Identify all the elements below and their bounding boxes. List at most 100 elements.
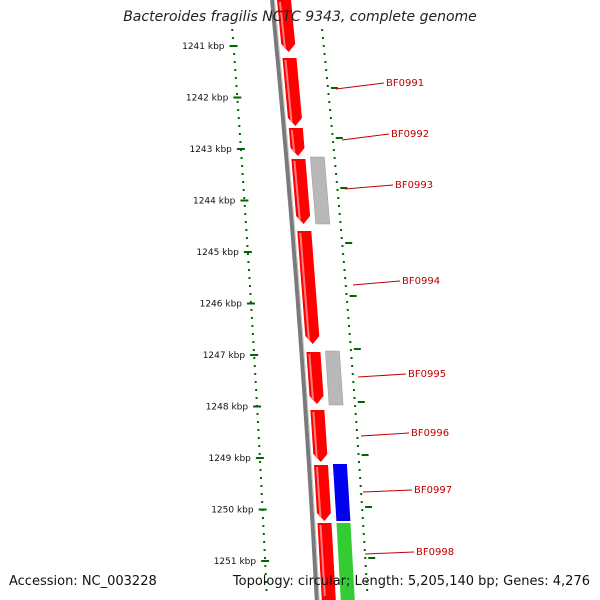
kbp-tick xyxy=(233,96,242,99)
ring-dot xyxy=(239,141,242,143)
gene-label[interactable]: BF0993 xyxy=(395,180,433,191)
ring-dot xyxy=(247,269,250,271)
ring-dot xyxy=(329,117,332,119)
kbp-tick xyxy=(250,354,259,356)
ring-dot xyxy=(247,261,250,263)
ring-dot xyxy=(259,469,262,471)
ring-dot xyxy=(261,501,264,503)
gene-label[interactable]: BF0997 xyxy=(414,485,452,496)
kbp-tick xyxy=(258,508,267,511)
ring-dot xyxy=(359,477,362,479)
ring-dot xyxy=(240,157,243,159)
ring-dot xyxy=(346,301,349,303)
ring-dot xyxy=(359,485,362,487)
kbp-tick-label: 1246 kbp xyxy=(200,300,243,310)
outer-dotted-ring xyxy=(321,29,376,591)
ring-dot xyxy=(332,141,335,143)
kbp-tick-label: 1250 kbp xyxy=(211,506,254,516)
gene-shading xyxy=(279,1,286,49)
gene-label[interactable]: BF0998 xyxy=(416,547,454,558)
ring-dot xyxy=(360,501,363,503)
kbp-tick xyxy=(243,251,252,253)
ring-dot xyxy=(252,349,255,351)
kbp-tick xyxy=(253,405,262,408)
gene-leader-line xyxy=(357,373,407,378)
ring-dot xyxy=(233,53,236,55)
ring-dot xyxy=(345,293,348,295)
ring-dot xyxy=(342,253,345,255)
ring-dot xyxy=(243,197,246,199)
ring-dot xyxy=(262,525,265,527)
gene-shading xyxy=(284,59,293,123)
ring-dot xyxy=(236,101,239,103)
ring-dot xyxy=(358,469,361,471)
outer-tick xyxy=(345,242,353,244)
gene-label[interactable]: BF0992 xyxy=(391,129,429,140)
gene-label[interactable]: BF0995 xyxy=(408,369,446,380)
gene-shading xyxy=(299,232,310,341)
ring-dot xyxy=(231,37,234,39)
ring-dot xyxy=(357,453,360,455)
ring-dot xyxy=(234,77,237,79)
ring-dot xyxy=(348,333,351,335)
ring-dot xyxy=(321,37,324,39)
backbone-line xyxy=(270,0,319,600)
ring-dot xyxy=(250,309,253,311)
ring-dot xyxy=(342,261,345,263)
kbp-tick-label: 1247 kbp xyxy=(203,351,246,361)
ring-dot xyxy=(362,525,365,527)
ring-dot xyxy=(246,245,249,247)
ring-dot xyxy=(338,213,341,215)
ring-dot xyxy=(365,581,368,583)
gene-label[interactable]: BF0996 xyxy=(411,428,449,439)
gene-leader-line xyxy=(344,184,394,190)
ring-dot xyxy=(349,341,352,343)
kbp-tick-label: 1248 kbp xyxy=(206,403,249,413)
ring-dot xyxy=(346,309,349,311)
gene-label[interactable]: BF0994 xyxy=(402,276,440,287)
ring-dot xyxy=(255,397,258,399)
kbp-tick xyxy=(236,148,245,150)
kbp-tick-label: 1251 kbp xyxy=(214,557,257,567)
outer-tick xyxy=(353,348,361,350)
gene-leader-line xyxy=(341,133,390,141)
ring-dot xyxy=(335,173,338,175)
ring-dot xyxy=(264,573,267,575)
ring-dot xyxy=(337,205,340,207)
gene-shading xyxy=(290,129,296,153)
ring-dot xyxy=(355,429,358,431)
outer-tick xyxy=(365,506,373,508)
ring-dot xyxy=(334,165,337,167)
genome-backbone xyxy=(270,0,320,600)
ring-dot xyxy=(349,349,352,351)
ring-dot xyxy=(260,493,263,495)
ring-dot xyxy=(325,77,328,79)
ring-dot xyxy=(243,205,246,207)
ring-dot xyxy=(361,517,364,519)
ring-dot xyxy=(365,573,368,575)
ring-dot xyxy=(324,61,327,63)
ring-dot xyxy=(244,221,247,223)
gene-leader-line xyxy=(362,489,413,493)
kbp-axis: 1241 kbp 1242 kbp 1243 kbp 1244 kbp 1245 kbp… xyxy=(182,42,270,567)
ring-dot xyxy=(253,357,256,359)
ring-dot xyxy=(252,341,255,343)
gene-shading xyxy=(308,353,314,401)
ring-dot xyxy=(352,389,355,391)
ring-dot xyxy=(335,181,338,183)
gene-shading xyxy=(293,160,301,221)
ring-dot xyxy=(344,277,347,279)
gene-label[interactable]: BF0991 xyxy=(386,78,424,89)
ring-dot xyxy=(326,85,329,87)
feature-block xyxy=(310,156,331,225)
ring-dot xyxy=(330,125,333,127)
ring-dot xyxy=(251,325,254,327)
ring-dot xyxy=(328,101,331,103)
ring-dot xyxy=(254,381,257,383)
gene-labels: BF0991 BF0992 BF0993 BF0994 BF0995 BF0996 BF09… xyxy=(335,78,454,558)
ring-dot xyxy=(238,125,241,127)
ring-dot xyxy=(263,549,266,551)
outer-tick xyxy=(349,295,357,297)
ring-dot xyxy=(354,413,357,415)
ring-dot xyxy=(350,357,353,359)
